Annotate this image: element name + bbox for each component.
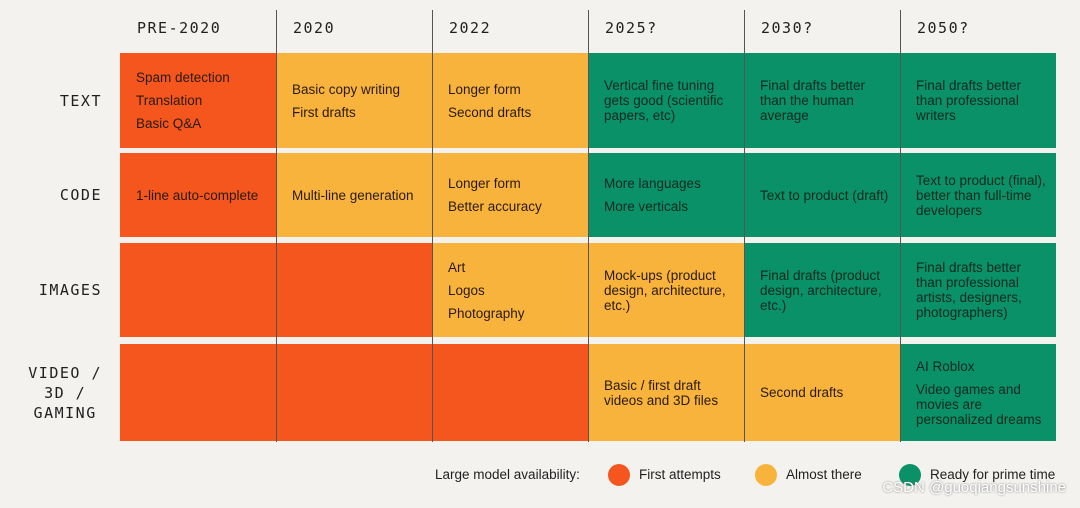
row-label: TEXT [60,91,102,111]
cell-item: Multi-line generation [292,187,414,203]
row-label: VIDEO /3D / GAMING [28,363,102,423]
row-label-line: 3D / [44,383,87,402]
cell: Second drafts [744,344,900,441]
cell-item: More verticals [604,199,689,214]
cell-item: Basic copy writing [292,81,401,97]
cell-item: Art [448,259,466,275]
column-header: 2030? [761,19,814,37]
cell: Vertical fine tuning gets good (scientif… [588,53,744,148]
legend-label: Ready for prime time [930,467,1056,482]
column-divider [588,10,589,442]
legend-label: Almost there [786,467,862,482]
row-label: IMAGES [39,280,102,300]
cell-item: Better accuracy [448,199,542,214]
column-header: 2050? [917,19,970,37]
cell-item: Basic / first draft videos and 3D files [604,377,719,408]
cell: Mock-ups (product design, architecture, … [588,243,744,337]
cell [432,344,588,441]
cell [276,344,432,441]
cell-item: Final drafts better than professional ar… [916,260,1022,320]
legend-title: Large model availability: [435,467,580,482]
cell: Spam detection Translation Basic Q&A [120,53,276,148]
cell [276,243,432,337]
cell-item: Spam detection [136,70,230,85]
cell: Art Logos Photography [432,243,588,337]
column-divider [744,10,745,442]
cell [120,344,276,441]
cell-item: Mock-ups (product design, architecture, … [604,267,726,313]
cell: Basic copy writing First drafts [276,53,432,148]
column-header: 2020 [293,19,336,37]
cell: Final drafts better than professional ar… [900,243,1056,337]
cell-item: Longer form [448,176,521,191]
legend-swatch [608,464,630,486]
column-divider [276,10,277,442]
row-label-line: GAMING [33,403,97,422]
cell-item: AI Roblox [916,358,975,374]
cell: Multi-line generation [276,153,432,237]
cell-item: Second drafts [760,385,844,400]
cell: More languages More verticals [588,153,744,237]
cell: Longer form Better accuracy [432,153,588,237]
cell-item: Final drafts (product design, architectu… [760,267,882,313]
watermark: CSDN @guoqiangsunshine [882,479,1066,496]
cell-item: Final drafts better than professional wr… [916,78,1022,123]
column-divider [432,10,433,442]
cell-item: Second drafts [448,104,532,120]
cell-item: Translation [136,93,203,108]
cell: Basic / first draft videos and 3D files [588,344,744,441]
legend-swatch [899,464,921,486]
cell-item: Text to product (final), better than ful… [916,172,1046,218]
cell-item: First drafts [292,104,356,120]
column-header: 2025? [605,19,658,37]
cell-item: Basic Q&A [136,116,202,131]
legend-swatch [755,464,777,486]
cell [120,243,276,337]
cell-item: More languages [604,176,701,191]
column-divider [900,10,901,442]
column-header: 2022 [449,19,492,37]
row-label-line: CODE [59,186,102,204]
cell: Final drafts better than the human avera… [744,53,900,148]
row-label: CODE [60,185,102,205]
legend-label: First attempts [639,467,721,482]
row-label-line: VIDEO / [28,363,102,382]
cell-item: Photography [448,305,525,321]
cell: Text to product (final), better than ful… [900,153,1056,237]
cell-item: Text to product (draft) [760,187,889,203]
cell-item: Logos [448,282,485,298]
cell: AI Roblox Video games and movies are pers… [900,344,1056,441]
cell-item: 1-line auto-complete [136,187,259,203]
cell-item: Video games and movies are personalized … [916,381,1042,427]
row-label-line: IMAGES [38,281,102,299]
cell-item: Final drafts better than the human avera… [760,78,866,123]
cell: Final drafts (product design, architectu… [744,243,900,337]
column-header: PRE-2020 [137,19,222,37]
cell: Text to product (draft) [744,153,900,237]
cell-item: Vertical fine tuning gets good (scientif… [604,78,724,123]
row-label-line: TEXT [59,91,102,110]
cell: Longer form Second drafts [432,53,588,148]
cell: Final drafts better than professional wr… [900,53,1056,148]
cell: 1-line auto-complete [120,153,276,237]
cell-item: Longer form [448,81,521,97]
